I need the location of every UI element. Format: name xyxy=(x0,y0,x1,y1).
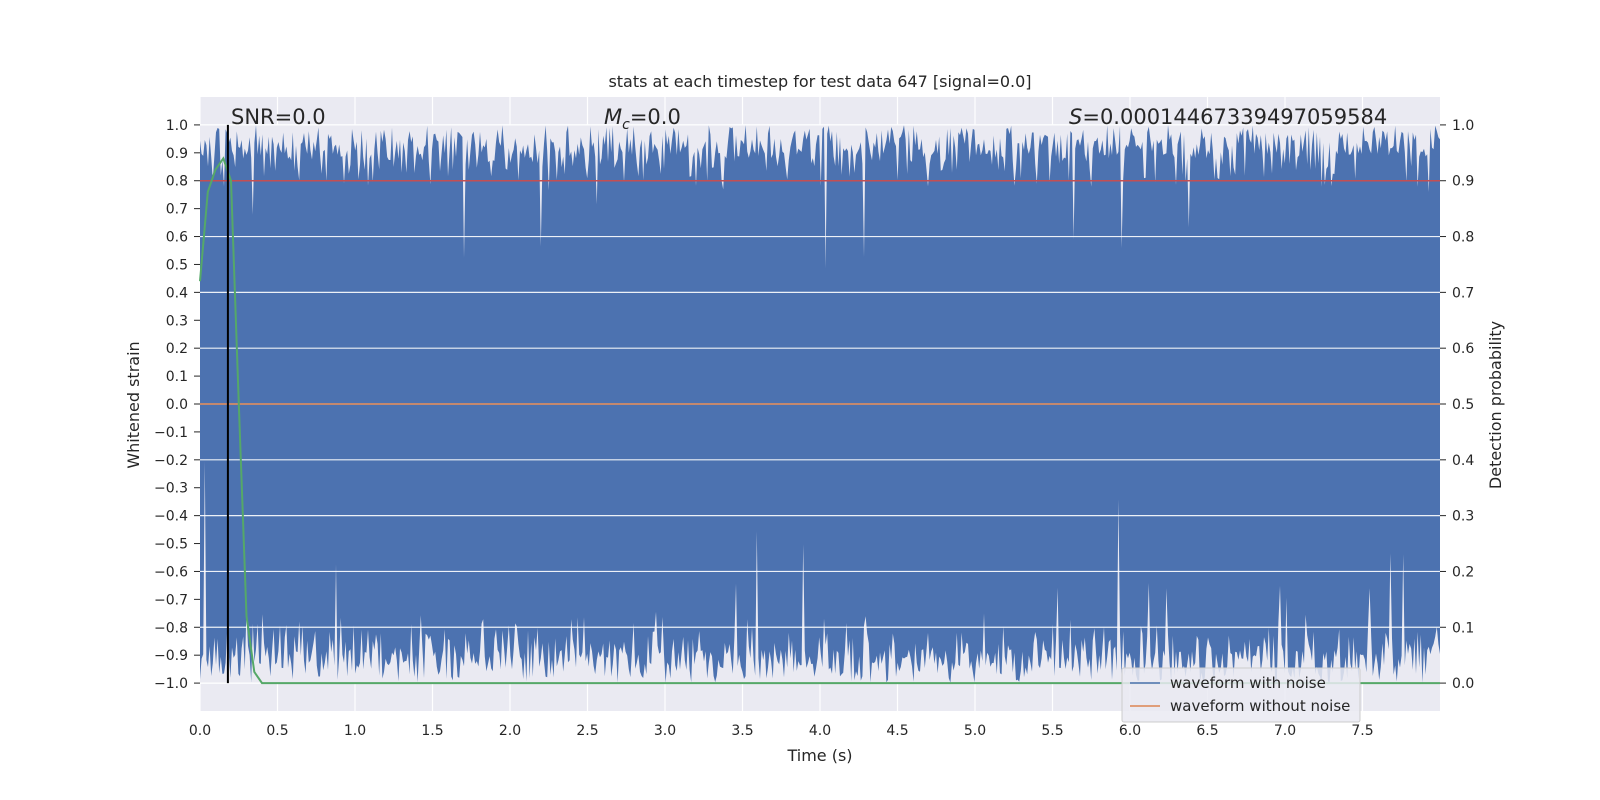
x-tick-label: 6.0 xyxy=(1119,723,1141,739)
x-tick-label: 5.5 xyxy=(1041,723,1063,739)
x-tick-label: 1.5 xyxy=(421,723,443,739)
y-tick-label: 0.5 xyxy=(166,257,188,273)
overlay xyxy=(199,124,1440,685)
detection-probability-line xyxy=(199,156,1440,685)
x-axis-label: Time (s) xyxy=(786,746,852,765)
chart-title: stats at each timestep for test data 647… xyxy=(608,72,1031,91)
y-tick-label: 0.0 xyxy=(166,397,188,413)
mc-value: =0.0 xyxy=(630,105,681,129)
y-axis-label: Whitened strain xyxy=(124,341,143,468)
y-tick-label: −0.8 xyxy=(154,620,188,636)
y-tick-label: 0.6 xyxy=(166,230,188,246)
x-tick-label: 0.0 xyxy=(189,723,211,739)
legend-box xyxy=(1121,667,1361,723)
x-tick-label: 5.0 xyxy=(964,723,986,739)
x-tick-label: 2.0 xyxy=(499,723,521,739)
y-right-tick-label: 0.7 xyxy=(1452,285,1474,301)
y-right-tick-label: 1.0 xyxy=(1452,118,1474,134)
noise-top-envelope xyxy=(200,124,1440,269)
y-ticks: 1.0 0.9 0.8 0.7 0.6 0.5 0.4 0.3 0.2 0.1 0.0 −0.1 −0.… xyxy=(154,118,200,692)
mc-symbol: M xyxy=(604,105,622,129)
y-tick-label: −0.2 xyxy=(154,453,188,469)
mc-subscript: c xyxy=(622,117,630,133)
y-tick-label: 0.3 xyxy=(166,313,188,329)
s-symbol: S xyxy=(1069,105,1082,129)
y-tick-label: 0.1 xyxy=(166,369,188,385)
y-right-tick-label: 0.3 xyxy=(1452,509,1474,525)
y-tick-label: −0.5 xyxy=(154,537,188,553)
y-right-tick-label: 0.2 xyxy=(1452,564,1474,580)
x-tick-label: 3.5 xyxy=(731,723,753,739)
x-ticks: 0.0 0.5 1.0 1.5 2.0 2.5 3.0 3.5 4.0 4.5 5.0 5.5 6.0 6… xyxy=(189,723,1374,739)
y-tick-label: −0.7 xyxy=(154,592,188,608)
y-tick-label: 0.7 xyxy=(166,202,188,218)
y-tick-label: −0.3 xyxy=(154,481,188,497)
y-tick-label: −0.9 xyxy=(154,648,188,664)
y-right-tick-label: 0.0 xyxy=(1452,676,1474,692)
y-tick-label: 1.0 xyxy=(166,118,188,134)
x-tick-label: 7.0 xyxy=(1274,723,1296,739)
s-annotation: S=0.00014467339497059584 xyxy=(1069,105,1387,129)
y-right-tick-label: 0.6 xyxy=(1452,341,1474,357)
s-value: =0.00014467339497059584 xyxy=(1082,105,1387,129)
legend-label-noise: waveform with noise xyxy=(1170,674,1326,692)
y-right-tick-label: 0.1 xyxy=(1452,620,1474,636)
y-axis-label-right: Detection probability xyxy=(1486,321,1505,489)
y-right-tick-label: 0.9 xyxy=(1452,174,1474,190)
legend: waveform with noise waveform without noi… xyxy=(1121,667,1361,723)
legend-label-clean: waveform without noise xyxy=(1170,697,1350,715)
y-right-tick-label: 0.5 xyxy=(1452,397,1474,413)
x-tick-label: 4.5 xyxy=(886,723,908,739)
y-tick-label: 0.2 xyxy=(166,341,188,357)
x-tick-label: 3.0 xyxy=(654,723,676,739)
y-ticks-right: 1.0 0.9 0.8 0.7 0.6 0.5 0.4 0.3 0.2 0.1 0.0 xyxy=(1440,118,1474,692)
y-tick-label: −1.0 xyxy=(154,676,188,692)
y-tick-label: −0.6 xyxy=(154,564,188,580)
y-tick-label: 0.8 xyxy=(166,174,188,190)
x-tick-label: 6.5 xyxy=(1196,723,1218,739)
y-tick-label: 0.4 xyxy=(166,285,188,301)
snr-annotation: SNR=0.0 xyxy=(231,105,326,129)
y-right-tick-label: 0.4 xyxy=(1452,453,1474,469)
x-tick-label: 7.5 xyxy=(1351,723,1373,739)
x-tick-label: 0.5 xyxy=(266,723,288,739)
y-tick-label: −0.1 xyxy=(154,425,188,441)
x-tick-label: 2.5 xyxy=(576,723,598,739)
y-right-tick-label: 0.8 xyxy=(1452,230,1474,246)
y-tick-label: −0.4 xyxy=(154,509,188,525)
x-tick-label: 1.0 xyxy=(344,723,366,739)
mc-annotation: Mc=0.0 xyxy=(604,105,681,133)
y-tick-label: 0.9 xyxy=(166,146,188,162)
x-tick-label: 4.0 xyxy=(809,723,831,739)
